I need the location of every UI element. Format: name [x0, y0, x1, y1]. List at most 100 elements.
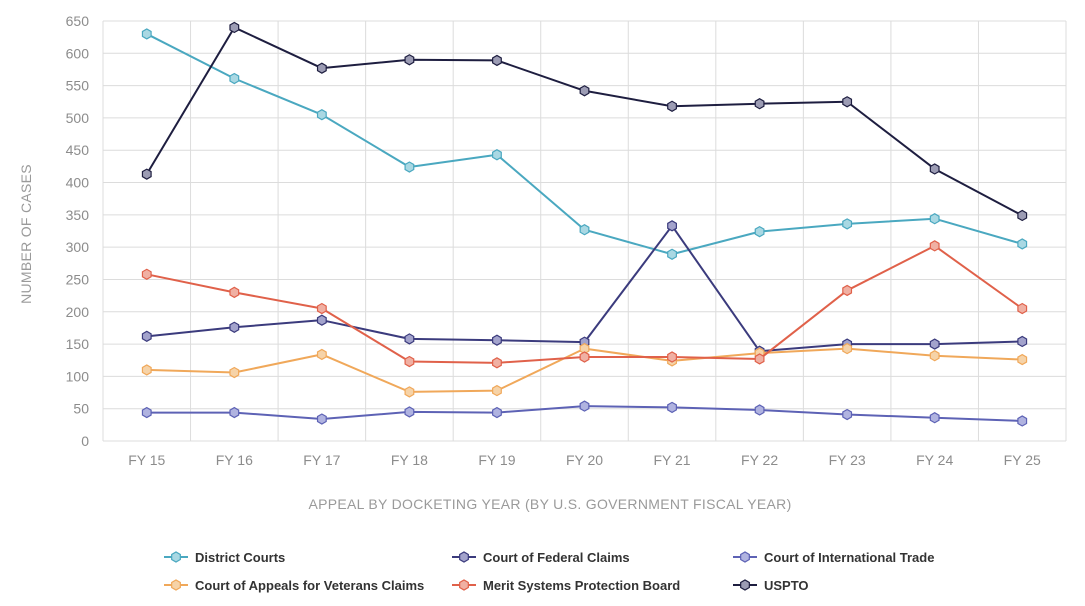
data-point	[1017, 302, 1028, 315]
legend-item: Merit Systems Protection Board	[452, 578, 680, 593]
data-point	[754, 404, 765, 416]
legend-marker	[459, 551, 469, 563]
y-tick-label: 350	[66, 207, 90, 223]
y-tick-label: 450	[66, 142, 90, 158]
data-point	[141, 364, 152, 376]
data-point	[229, 321, 240, 333]
x-tick-label: FY 22	[741, 452, 778, 468]
y-tick-label: 50	[73, 401, 89, 417]
legend-label: Court of International Trade	[764, 550, 934, 565]
data-point	[754, 353, 765, 365]
data-point	[929, 163, 940, 175]
x-tick-label: FY 15	[128, 452, 165, 468]
x-axis-title: APPEAL BY DOCKETING YEAR (BY U.S. GOVERN…	[308, 496, 791, 512]
legend-label: Court of Federal Claims	[483, 550, 630, 565]
x-tick-label: FY 24	[916, 452, 953, 468]
y-tick-label: 250	[66, 271, 90, 287]
data-point	[316, 108, 327, 121]
data-point	[404, 355, 415, 368]
data-point	[141, 168, 152, 180]
x-tick-label: FY 19	[478, 452, 515, 468]
x-tick-label: FY 18	[391, 452, 428, 468]
data-point	[754, 98, 765, 110]
legend-marker	[171, 551, 181, 563]
data-point	[929, 240, 940, 252]
data-point	[404, 161, 415, 173]
data-point	[1017, 353, 1028, 366]
data-point	[579, 351, 590, 363]
y-tick-label: 100	[66, 368, 90, 384]
y-tick-label: 650	[66, 13, 90, 29]
y-tick-label: 550	[66, 78, 90, 94]
data-point	[667, 220, 677, 232]
legend-marker	[740, 551, 750, 563]
legend-marker	[740, 579, 750, 591]
data-point	[492, 384, 502, 397]
data-point	[492, 54, 502, 67]
data-point	[229, 366, 240, 379]
y-axis-ticks: 0 50 100 150 200 250 300 350 400 450 500 550 600 650	[66, 13, 90, 449]
x-tick-label: FY 21	[653, 452, 690, 468]
data-point	[141, 330, 152, 343]
y-tick-label: 300	[66, 239, 90, 255]
legend-label: District Courts	[195, 550, 285, 565]
data-point	[404, 386, 415, 398]
y-tick-label: 400	[66, 175, 90, 191]
data-point	[229, 406, 240, 419]
data-point	[579, 400, 590, 412]
y-tick-label: 600	[66, 45, 90, 61]
x-axis-ticks: FY 15 FY 16 FY 17 FY 18 FY 19 FY 20 FY 21 FY 22…	[128, 452, 1041, 468]
data-point	[1017, 335, 1028, 348]
series-district-courts	[141, 28, 1028, 260]
legend-item: Court of International Trade	[733, 550, 934, 565]
data-point	[667, 401, 677, 414]
data-point	[316, 413, 327, 425]
legend-label: Merit Systems Protection Board	[483, 578, 680, 593]
data-point	[842, 342, 853, 355]
data-point	[316, 302, 327, 315]
y-tick-label: 500	[66, 110, 90, 126]
data-point	[579, 224, 590, 236]
y-tick-label: 150	[66, 336, 90, 352]
data-point	[229, 72, 240, 85]
x-tick-label: FY 16	[216, 452, 253, 468]
data-point	[1017, 238, 1028, 250]
legend-marker	[171, 579, 181, 591]
data-point	[492, 357, 502, 369]
data-point	[842, 284, 853, 297]
data-point	[492, 149, 502, 161]
data-point	[842, 408, 853, 421]
series-uspto	[141, 21, 1028, 222]
x-tick-label: FY 20	[566, 452, 603, 468]
data-point	[492, 334, 502, 346]
x-tick-label: FY 23	[829, 452, 866, 468]
data-point	[929, 213, 940, 225]
data-point	[141, 406, 152, 419]
series-layer	[141, 21, 1028, 427]
data-point	[842, 96, 853, 108]
data-point	[316, 62, 327, 74]
legend-item: Court of Appeals for Veterans Claims	[164, 578, 424, 593]
x-tick-label: FY 17	[303, 452, 340, 468]
data-point	[842, 218, 853, 230]
data-point	[929, 338, 940, 350]
data-point	[141, 28, 152, 40]
data-point	[404, 406, 415, 418]
series-court-of-international-trade	[141, 400, 1028, 427]
legend-label: Court of Appeals for Veterans Claims	[195, 578, 424, 593]
data-point	[316, 314, 327, 326]
y-tick-label: 0	[81, 433, 89, 449]
data-point	[1017, 209, 1028, 222]
legend-marker	[459, 579, 469, 591]
y-tick-label: 200	[66, 304, 90, 320]
x-tick-label: FY 25	[1004, 452, 1041, 468]
data-point	[229, 286, 240, 299]
data-point	[1017, 415, 1028, 427]
data-point	[667, 248, 677, 260]
y-axis-title: NUMBER OF CASES	[18, 164, 34, 304]
series-court-of-appeals-for-veterans-claims	[141, 342, 1028, 398]
data-point	[404, 333, 415, 345]
legend-item: District Courts	[164, 550, 285, 565]
data-point	[579, 85, 590, 97]
